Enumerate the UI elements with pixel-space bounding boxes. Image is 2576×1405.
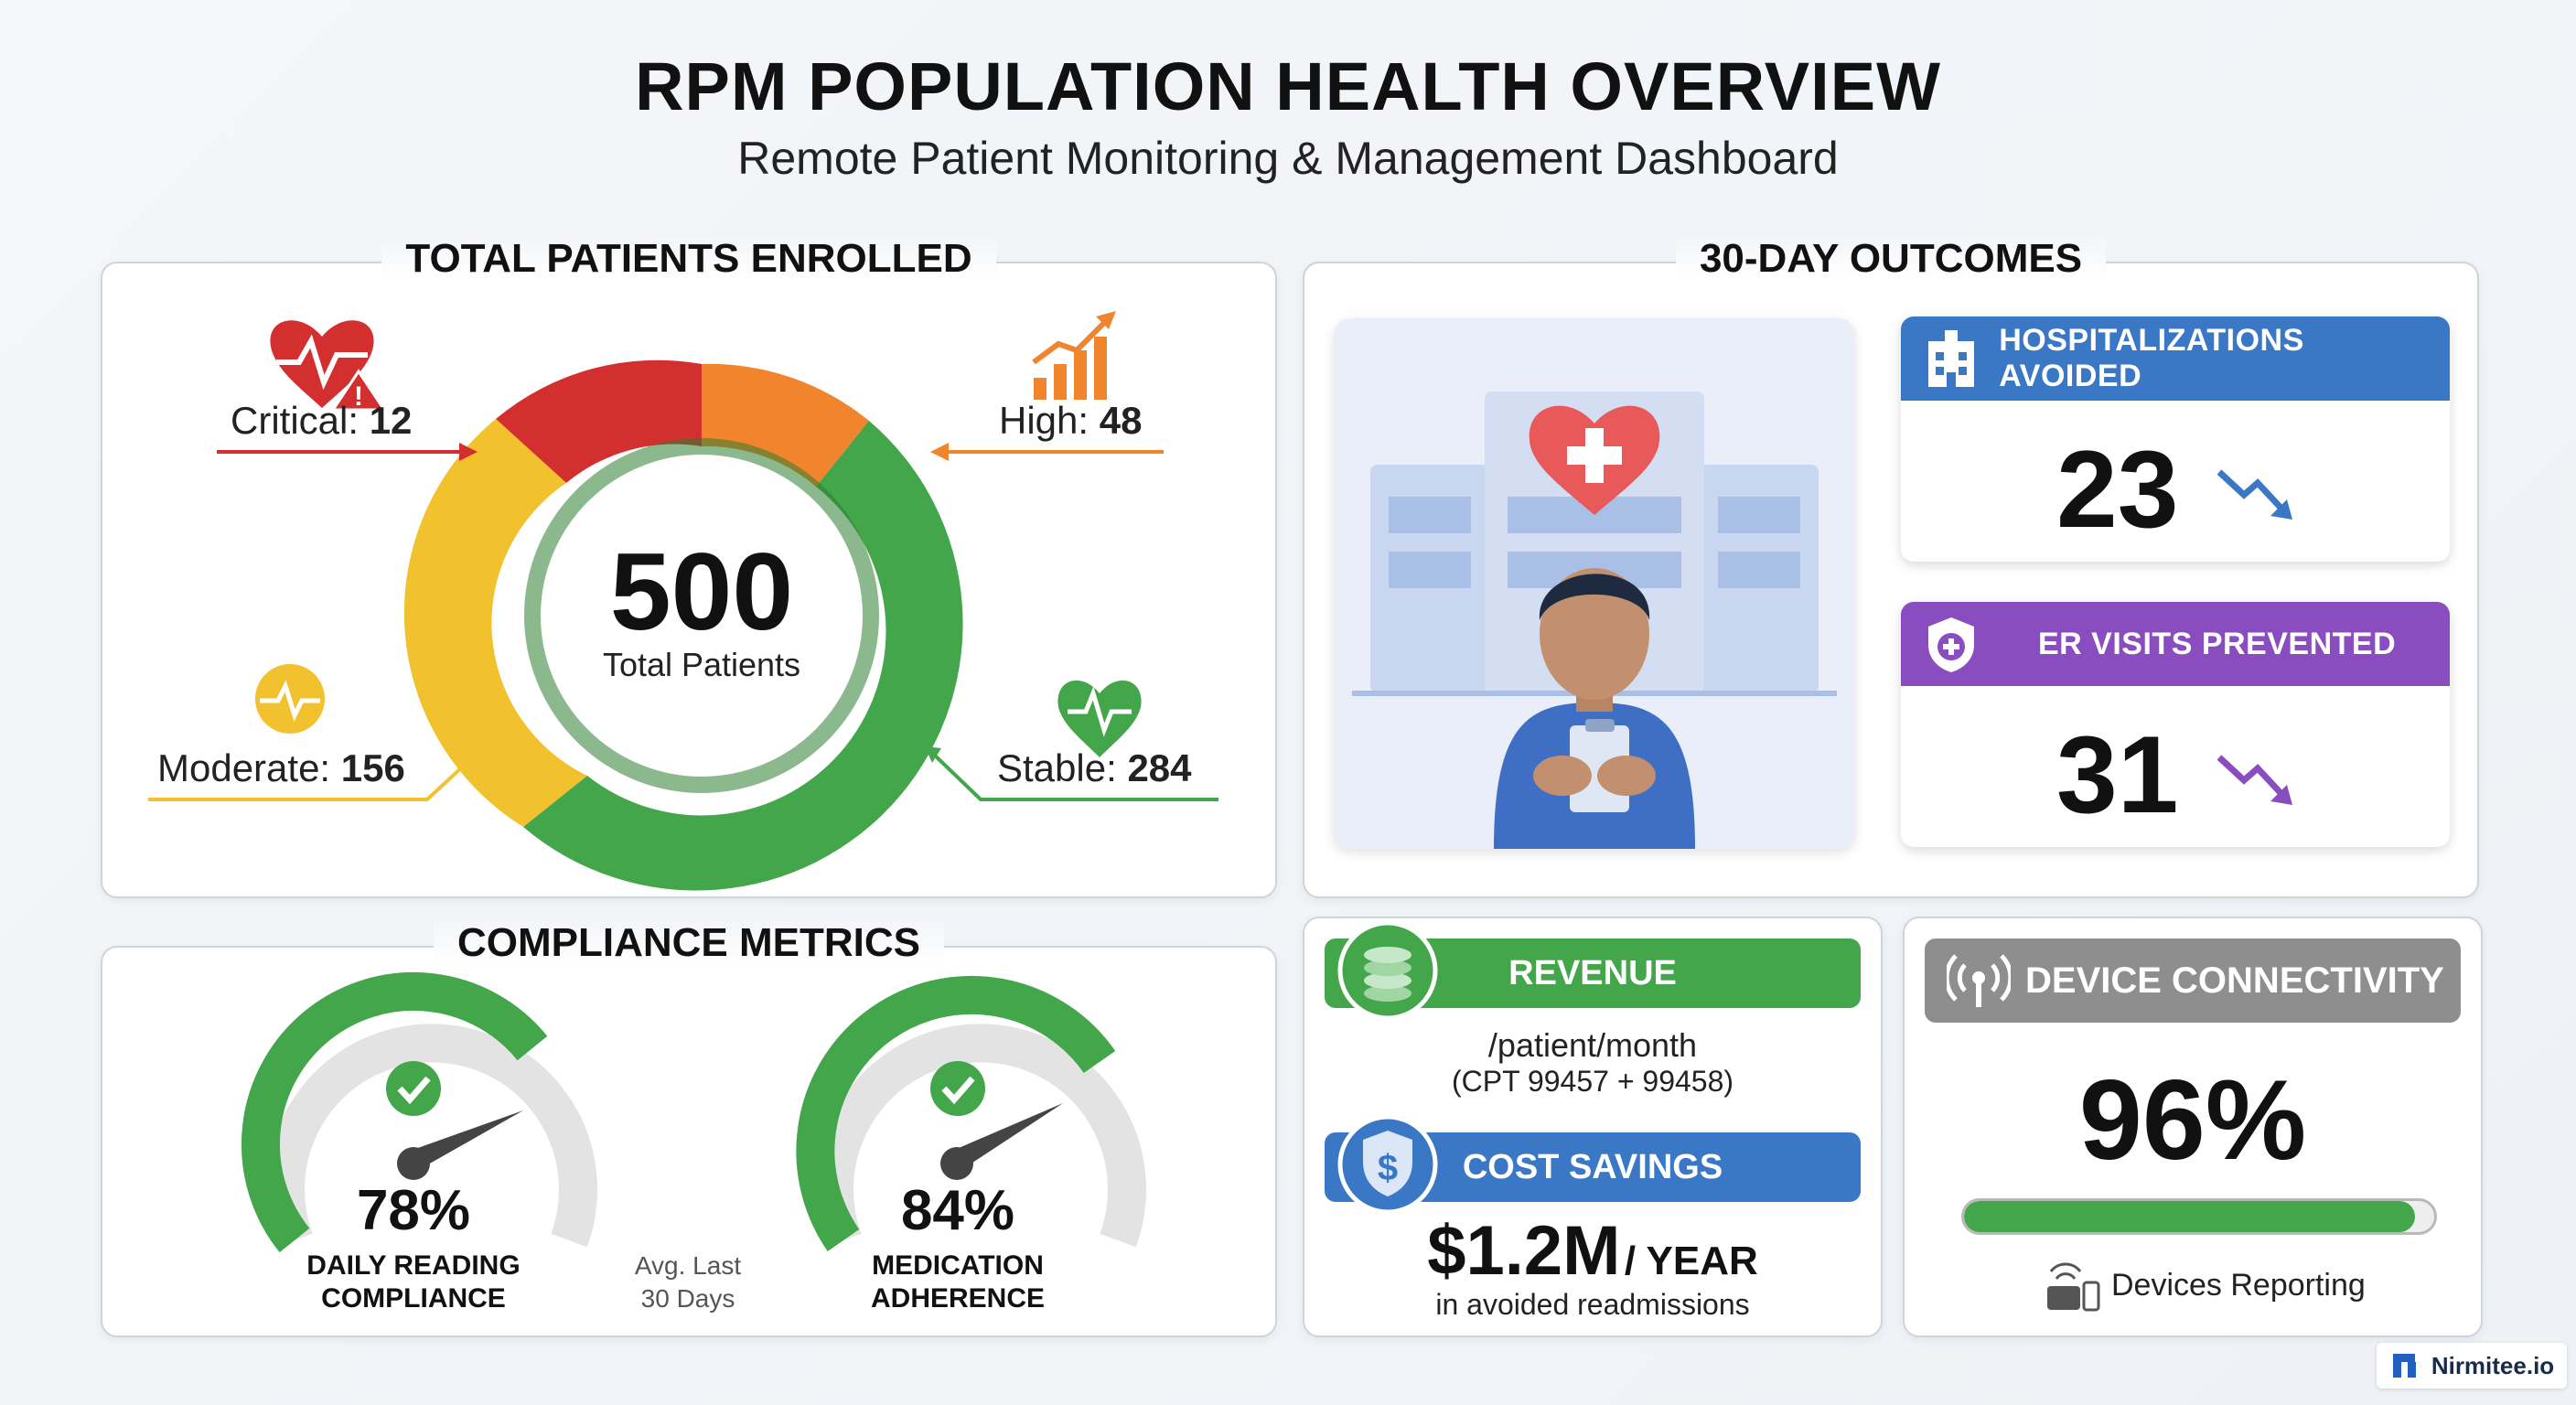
stable-heart-icon bbox=[1057, 680, 1142, 757]
medication-adherence-gauge-fill bbox=[796, 975, 1116, 1251]
revenue-cpt-codes: (CPT 99457 + 99458) bbox=[1451, 1065, 1734, 1098]
total-patients-value: 500 bbox=[609, 531, 794, 653]
shield-dollar-icon: $ bbox=[1337, 1114, 1438, 1215]
medical-cross-heart-icon bbox=[1529, 405, 1660, 515]
daily-compliance-gauge-fill bbox=[241, 971, 548, 1253]
page-title: RPM POPULATION HEALTH OVERVIEW bbox=[635, 48, 1941, 124]
hospital-building-icon bbox=[1928, 330, 1974, 387]
moderate-pulse-icon bbox=[255, 664, 325, 734]
cost-savings-note: in avoided readmissions bbox=[1435, 1288, 1750, 1321]
medication-adherence-label: MEDICATION ADHERENCE bbox=[870, 1250, 1046, 1314]
device-connectivity-value: 96% bbox=[2078, 1057, 2307, 1184]
hospitalizations-card: HOSPITALIZATIONS AVOIDED 23 bbox=[1901, 316, 2450, 562]
devices-reporting-label: Devices Reporting bbox=[2111, 1268, 2366, 1303]
compliance-panel: COMPLIANCE METRICS 78% DAILY READING COMP… bbox=[101, 920, 1277, 1337]
high-label: High: 48 bbox=[999, 399, 1143, 442]
avg-period-note: Avg. Last 30 Days bbox=[634, 1251, 742, 1313]
total-patients-label: Total Patients bbox=[602, 646, 801, 683]
critical-label: Critical: 12 bbox=[231, 399, 413, 442]
coin-stack-icon bbox=[1337, 920, 1438, 1021]
device-connectivity-header: DEVICE CONNECTIVITY bbox=[1925, 938, 2461, 1023]
svg-text:$: $ bbox=[1378, 1148, 1398, 1188]
brand-badge: Nirmitee.io bbox=[2377, 1343, 2567, 1389]
device-connectivity-bar bbox=[1961, 1198, 2437, 1235]
check-icon bbox=[930, 1061, 985, 1116]
trend-down-icon bbox=[2216, 755, 2292, 805]
trend-down-icon bbox=[2216, 469, 2292, 520]
outcomes-panel: 30-DAY OUTCOMES bbox=[1303, 236, 2479, 898]
brand-logo-icon bbox=[2392, 1354, 2416, 1378]
critical-heart-icon: ! bbox=[270, 320, 387, 412]
signal-broadcast-icon bbox=[1947, 954, 2011, 1007]
outcomes-title: 30-DAY OUTCOMES bbox=[1675, 236, 2107, 281]
device-panel: DEVICE CONNECTIVITY 96% Devices Reportin… bbox=[1903, 917, 2483, 1337]
donut-segment-critical bbox=[496, 359, 702, 483]
doctor-illustration bbox=[1334, 318, 1855, 849]
hospitalizations-label: HOSPITALIZATIONS AVOIDED bbox=[1999, 323, 2304, 393]
svg-text:!: ! bbox=[354, 381, 363, 412]
cost-savings-amount: $1.2M / YEAR bbox=[1427, 1212, 1758, 1290]
high-trend-chart-icon bbox=[1032, 311, 1116, 400]
revenue-unit: /patient/month bbox=[1487, 1026, 1698, 1064]
moderate-label: Moderate: 156 bbox=[157, 746, 405, 789]
financial-panel: REVENUE /patient/month (CPT 99457 + 9945… bbox=[1303, 917, 1883, 1337]
enrolled-donut-area: ! bbox=[148, 311, 1218, 891]
er-visits-value: 31 bbox=[2056, 713, 2179, 836]
enrolled-title: TOTAL PATIENTS ENROLLED bbox=[381, 236, 996, 281]
daily-compliance-label: DAILY READING COMPLIANCE bbox=[306, 1250, 521, 1314]
compliance-title: COMPLIANCE METRICS bbox=[434, 920, 944, 965]
donut-segment-moderate bbox=[403, 419, 587, 827]
hospitalizations-value: 23 bbox=[2056, 428, 2179, 551]
er-visits-label: ER VISITS PREVENTED bbox=[2038, 626, 2397, 661]
donut-segment-high bbox=[702, 363, 869, 487]
shield-medical-icon bbox=[1928, 617, 1974, 672]
devices-icon bbox=[2047, 1262, 2100, 1312]
compliance-gauges bbox=[241, 971, 1146, 1253]
check-icon bbox=[386, 1061, 441, 1116]
device-connectivity-bar-fill bbox=[1964, 1201, 2416, 1232]
enrolled-panel: TOTAL PATIENTS ENROLLED ! bbox=[101, 236, 1277, 898]
er-visits-card: ER VISITS PREVENTED 31 bbox=[1901, 602, 2450, 847]
donut-segment-stable bbox=[523, 421, 963, 891]
medication-adherence-pct: 84% bbox=[900, 1179, 1015, 1242]
page-subtitle: Remote Patient Monitoring & Management D… bbox=[737, 133, 1839, 184]
stable-label: Stable: 284 bbox=[997, 746, 1192, 789]
daily-compliance-pct: 78% bbox=[356, 1179, 471, 1242]
